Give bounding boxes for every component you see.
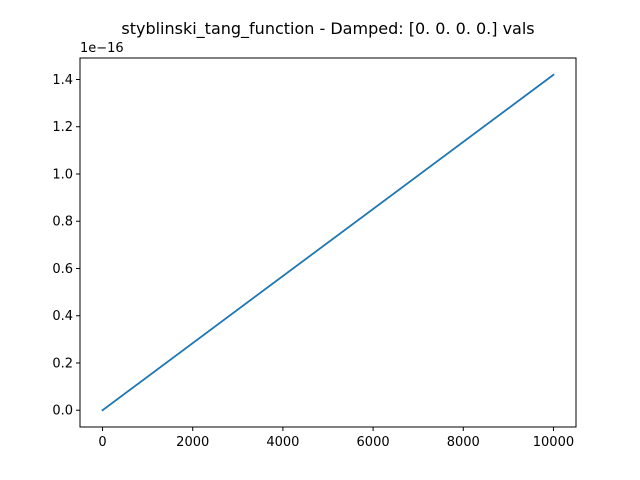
series-line — [101, 73, 555, 412]
y-tick-label: 0.2 — [52, 356, 73, 371]
y-tick-label: 1.0 — [52, 167, 73, 182]
axes-frame — [79, 57, 577, 428]
y-tick-label: 1.2 — [52, 120, 73, 135]
chart-title: styblinski_tang_function - Damped: [0. 0… — [121, 19, 534, 39]
x-tick-label: 10000 — [533, 435, 574, 450]
x-tick-label: 2000 — [176, 435, 209, 450]
y-tick-label: 0.4 — [52, 309, 73, 324]
y-tick-label: 0.8 — [52, 215, 73, 230]
x-tick-label: 8000 — [447, 435, 480, 450]
x-axis: 0 2000 4000 6000 8000 10000 — [98, 427, 574, 450]
y-axis-offset-label: 1e−16 — [80, 41, 124, 56]
plot-area — [101, 73, 555, 412]
y-tick-label: 1.4 — [52, 73, 73, 88]
x-tick-label: 4000 — [266, 435, 299, 450]
x-tick-label: 6000 — [357, 435, 390, 450]
y-tick-label: 0.6 — [52, 262, 73, 277]
y-tick-label: 0.0 — [52, 404, 73, 419]
x-tick-label: 0 — [98, 435, 106, 450]
y-axis: 0.0 0.2 0.4 0.6 0.8 1.0 1.2 1.4 — [52, 73, 80, 419]
